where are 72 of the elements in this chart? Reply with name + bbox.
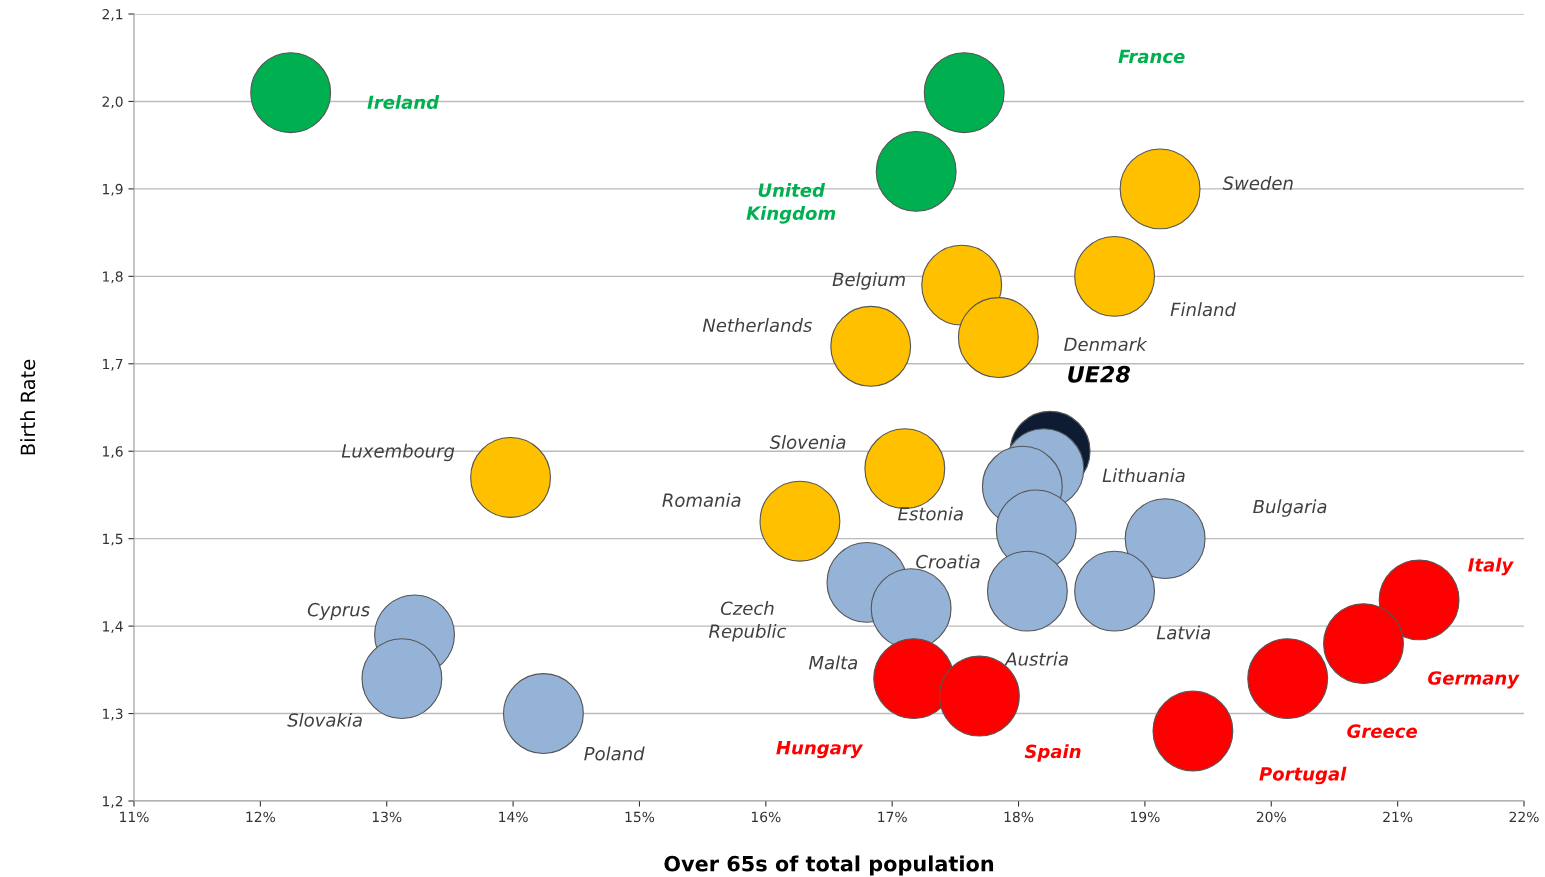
point (923, 52, 1005, 134)
point (250, 52, 332, 134)
annotation: Hungary (776, 741, 864, 759)
y-tick-label: 1,2 (103, 795, 123, 808)
y-tick-label: 1,7 (103, 358, 123, 371)
annotation: Austria (1004, 651, 1068, 666)
point (361, 638, 443, 720)
point (957, 297, 1039, 378)
y-tick-label: 1,9 (103, 183, 123, 196)
annotation: Romania (662, 493, 741, 507)
x-tick-label: 12% (246, 811, 276, 823)
annotation: Netherlands (702, 318, 812, 333)
annotation: Lithuania (1102, 468, 1185, 483)
annotation: Poland (584, 746, 645, 761)
y-tick-label: 1,4 (103, 621, 123, 633)
y-tick-label: 1,3 (103, 708, 123, 721)
x-tick-label: 19% (1131, 811, 1160, 823)
annotation: Bulgaria (1253, 499, 1327, 517)
y-tick-label: 1,6 (103, 446, 123, 459)
point (1074, 550, 1156, 632)
x-tick-label: 18% (1004, 811, 1034, 823)
annotation: Latvia (1156, 625, 1211, 640)
annotation: Germany (1428, 671, 1520, 689)
annotation: Croatia (916, 554, 980, 569)
point (1323, 603, 1404, 685)
annotation: Portugal (1259, 766, 1347, 785)
annotation: Belgium (832, 272, 905, 290)
annotation: Luxembourg (341, 443, 455, 462)
annotation: United Kingdom (746, 183, 836, 224)
annotation: Sweden (1222, 175, 1293, 190)
y-axis-title: Birth Rate (20, 359, 36, 455)
point (1124, 498, 1206, 580)
x-tick-label: 22% (1509, 811, 1539, 823)
x-tick-label: 20% (1256, 811, 1286, 823)
y-tick-label: 2,0 (102, 96, 123, 109)
x-axis-title: Over 65s of total population (664, 855, 994, 876)
y-tick-label: 1,5 (103, 533, 123, 546)
point (1119, 148, 1201, 230)
x-tick-label: 17% (878, 811, 907, 823)
y-tick-label: 2,1 (102, 8, 123, 21)
point (502, 673, 584, 755)
x-tick-label: 21% (1383, 811, 1413, 823)
annotation: France (1118, 49, 1185, 64)
annotation: Finland (1170, 302, 1237, 317)
x-tick-label: 16% (751, 811, 781, 823)
annotation: Italy (1468, 557, 1514, 576)
point (1074, 235, 1156, 317)
x-tick-label: 14% (499, 811, 528, 823)
annotation: Denmark (1064, 337, 1148, 352)
annotation: Czech Republic (708, 601, 787, 642)
annotation: Estonia (898, 506, 963, 521)
annotation: Ireland (367, 95, 440, 110)
annotation: Cyprus (307, 602, 370, 620)
point (1378, 559, 1460, 641)
annotation: UE28 (1068, 365, 1131, 383)
x-tick-label: 13% (372, 811, 402, 823)
x-tick-label: 11% (120, 811, 149, 823)
x-tick-label: 15% (625, 811, 655, 823)
point (873, 638, 955, 720)
point (830, 305, 912, 387)
y-tick-label: 1,8 (103, 271, 123, 284)
point (1247, 638, 1329, 720)
annotation: Slovakia (287, 712, 362, 727)
annotation: Malta (808, 655, 858, 670)
point (986, 550, 1068, 632)
point (875, 130, 957, 212)
point (759, 480, 841, 562)
annotation: Greece (1347, 724, 1418, 738)
point (470, 437, 552, 518)
point (1152, 690, 1234, 772)
annotation: Slovenia (769, 434, 846, 449)
annotation: Spain (1024, 744, 1081, 762)
